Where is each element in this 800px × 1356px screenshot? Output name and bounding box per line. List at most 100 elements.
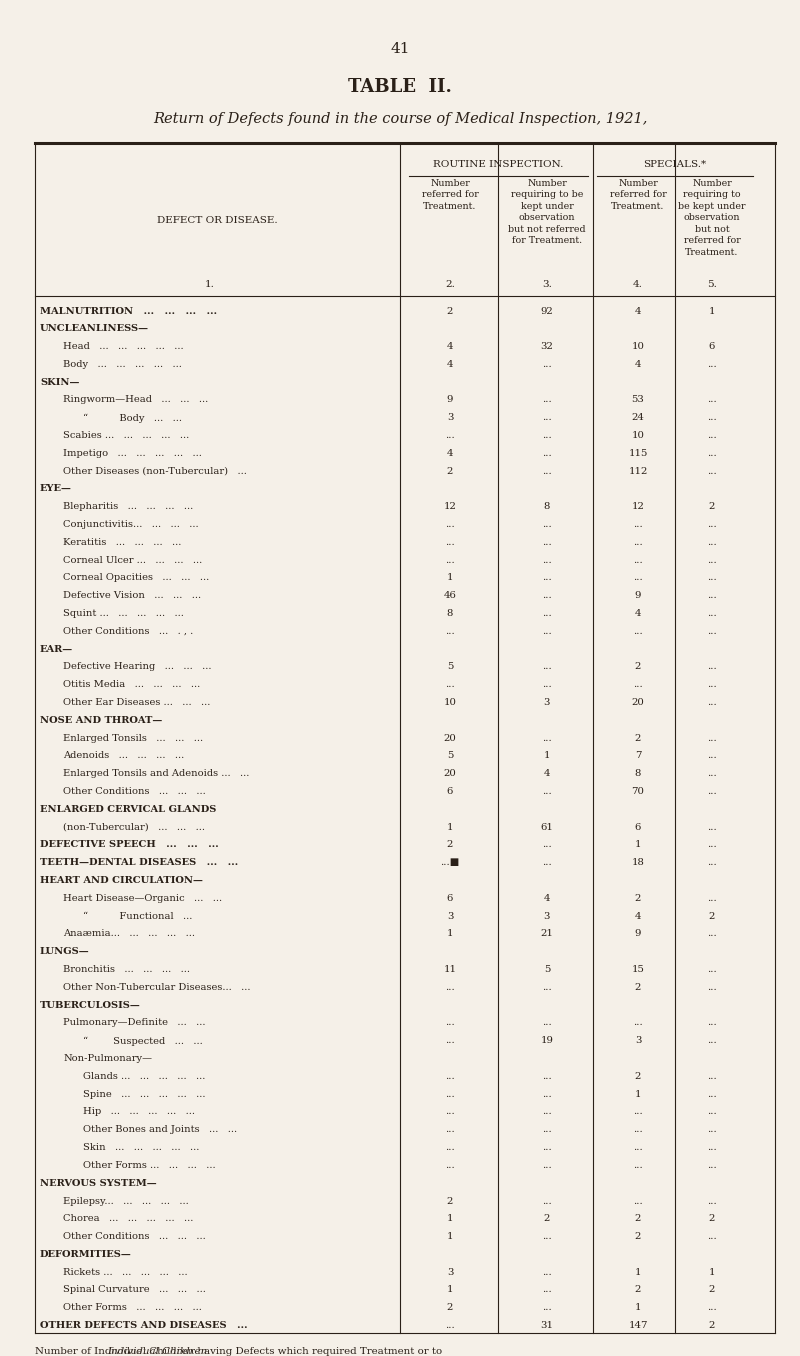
Text: 1: 1 [709, 1268, 715, 1277]
Text: TEETH—DENTAL DISEASES   ...   ...: TEETH—DENTAL DISEASES ... ... [40, 858, 238, 868]
Text: ...: ... [445, 1090, 455, 1098]
Text: ...: ... [633, 556, 643, 564]
Text: ...: ... [633, 1161, 643, 1170]
Text: 41: 41 [390, 42, 410, 56]
Text: 20: 20 [444, 734, 456, 743]
Text: ...: ... [445, 1125, 455, 1135]
Text: ...: ... [707, 929, 717, 938]
Text: DEFECTIVE SPEECH   ...   ...   ...: DEFECTIVE SPEECH ... ... ... [40, 841, 218, 849]
Text: 4: 4 [446, 359, 454, 369]
Text: 6: 6 [635, 823, 641, 831]
Text: 2.: 2. [445, 279, 455, 289]
Text: 1: 1 [634, 841, 642, 849]
Text: Body   ...   ...   ...   ...   ...: Body ... ... ... ... ... [63, 359, 182, 369]
Text: ...: ... [445, 1108, 455, 1116]
Text: ...: ... [542, 1071, 552, 1081]
Text: ...: ... [707, 965, 717, 974]
Text: Other Bones and Joints   ...   ...: Other Bones and Joints ... ... [83, 1125, 237, 1135]
Text: Individual Children: Individual Children [107, 1347, 207, 1356]
Text: Impetigo   ...   ...   ...   ...   ...: Impetigo ... ... ... ... ... [63, 449, 202, 458]
Text: Head   ...   ...   ...   ...   ...: Head ... ... ... ... ... [63, 342, 184, 351]
Text: 1: 1 [446, 929, 454, 938]
Text: ...: ... [707, 841, 717, 849]
Text: 4: 4 [634, 911, 642, 921]
Text: ...: ... [707, 359, 717, 369]
Text: ...: ... [542, 1233, 552, 1241]
Text: ...: ... [707, 663, 717, 671]
Text: 4: 4 [446, 342, 454, 351]
Text: 21: 21 [541, 929, 554, 938]
Text: TUBERCULOSIS—: TUBERCULOSIS— [40, 1001, 141, 1010]
Text: Anaæmia...   ...   ...   ...   ...: Anaæmia... ... ... ... ... [63, 929, 195, 938]
Text: ...: ... [445, 521, 455, 529]
Text: ...: ... [542, 786, 552, 796]
Text: 20: 20 [444, 769, 456, 778]
Text: 9: 9 [635, 591, 641, 601]
Text: 7: 7 [634, 751, 642, 761]
Text: 2: 2 [635, 1285, 641, 1295]
Text: Other Forms   ...   ...   ...   ...: Other Forms ... ... ... ... [63, 1303, 202, 1313]
Text: ...: ... [707, 1233, 717, 1241]
Text: Glands ...   ...   ...   ...   ...: Glands ... ... ... ... ... [83, 1071, 206, 1081]
Text: ...: ... [542, 983, 552, 991]
Text: Other Diseases (non-Tubercular)   ...: Other Diseases (non-Tubercular) ... [63, 466, 247, 476]
Text: Other Non-Tubercular Diseases...   ...: Other Non-Tubercular Diseases... ... [63, 983, 250, 991]
Text: ...: ... [707, 396, 717, 404]
Text: 61: 61 [541, 823, 554, 831]
Text: 1: 1 [634, 1303, 642, 1313]
Text: ...: ... [707, 786, 717, 796]
Text: ...: ... [542, 1125, 552, 1135]
Text: ...: ... [633, 1143, 643, 1153]
Text: ...: ... [542, 681, 552, 689]
Text: ...: ... [542, 1285, 552, 1295]
Text: ...: ... [542, 538, 552, 546]
Text: ENLARGED CERVICAL GLANDS: ENLARGED CERVICAL GLANDS [40, 805, 216, 814]
Text: ...: ... [707, 681, 717, 689]
Text: ...: ... [707, 983, 717, 991]
Text: ...: ... [707, 1143, 717, 1153]
Text: ...: ... [707, 1125, 717, 1135]
Text: ...: ... [707, 1196, 717, 1205]
Text: 1: 1 [709, 306, 715, 316]
Text: 8: 8 [635, 769, 641, 778]
Text: ...: ... [633, 1108, 643, 1116]
Text: DEFECT OR DISEASE.: DEFECT OR DISEASE. [157, 216, 278, 225]
Text: 10: 10 [631, 431, 645, 441]
Text: ...: ... [542, 591, 552, 601]
Text: 2: 2 [635, 734, 641, 743]
Text: 1: 1 [446, 1285, 454, 1295]
Text: 12: 12 [631, 502, 645, 511]
Text: ROUTINE INSPECTION.: ROUTINE INSPECTION. [434, 160, 564, 170]
Text: ...: ... [445, 431, 455, 441]
Text: Bronchitis   ...   ...   ...   ...: Bronchitis ... ... ... ... [63, 965, 190, 974]
Text: Number
referred for
Treatment.: Number referred for Treatment. [422, 179, 478, 212]
Text: ...: ... [445, 1018, 455, 1028]
Text: Heart Disease—Organic   ...   ...: Heart Disease—Organic ... ... [63, 894, 222, 903]
Text: 20: 20 [632, 698, 644, 706]
Text: 1: 1 [634, 1268, 642, 1277]
Text: Chorea   ...   ...   ...   ...   ...: Chorea ... ... ... ... ... [63, 1215, 194, 1223]
Text: 3.: 3. [542, 279, 552, 289]
Text: ...: ... [707, 574, 717, 583]
Text: Keratitis   ...   ...   ...   ...: Keratitis ... ... ... ... [63, 538, 182, 546]
Text: ...: ... [445, 1143, 455, 1153]
Text: ...: ... [707, 521, 717, 529]
Text: ...: ... [542, 396, 552, 404]
Text: ...: ... [707, 1018, 717, 1028]
Text: ...: ... [707, 556, 717, 564]
Text: ...: ... [542, 1268, 552, 1277]
Text: 115: 115 [628, 449, 648, 458]
Text: 2: 2 [635, 894, 641, 903]
Text: Blepharitis   ...   ...   ...   ...: Blepharitis ... ... ... ... [63, 502, 194, 511]
Text: ...: ... [542, 414, 552, 422]
Text: ...: ... [633, 574, 643, 583]
Text: SPECIALS.*: SPECIALS.* [643, 160, 706, 170]
Text: ...: ... [542, 734, 552, 743]
Text: ...: ... [707, 414, 717, 422]
Text: 32: 32 [541, 342, 554, 351]
Text: Ringworm—Head   ...   ...   ...: Ringworm—Head ... ... ... [63, 396, 208, 404]
Text: (non-Tubercular)   ...   ...   ...: (non-Tubercular) ... ... ... [63, 823, 205, 831]
Text: ...: ... [707, 449, 717, 458]
Text: 4: 4 [544, 769, 550, 778]
Text: ...: ... [707, 751, 717, 761]
